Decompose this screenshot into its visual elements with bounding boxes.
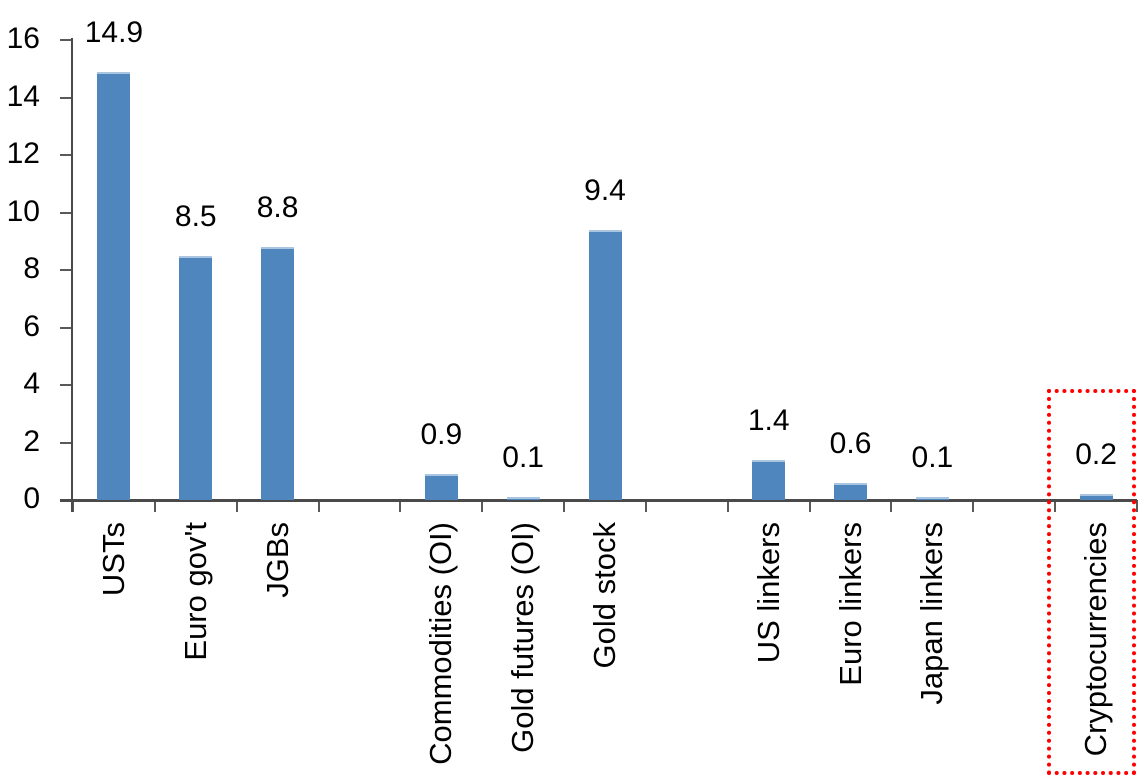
category-label: Euro linkers — [832, 522, 868, 686]
bar-value-label: 0.1 — [502, 441, 544, 474]
bar — [834, 483, 868, 500]
x-tick-mark — [644, 500, 647, 512]
highlight-box — [1047, 389, 1137, 775]
bar — [752, 460, 786, 500]
bar-value-label: 0.2 — [1075, 438, 1117, 471]
y-tick-label: 6 — [23, 309, 40, 343]
bar-value-label: 1.4 — [747, 404, 790, 437]
y-tick-mark — [60, 96, 73, 99]
bar-value-label: 8.5 — [174, 200, 217, 233]
x-tick-mark — [890, 500, 893, 512]
category-label: Euro gov't — [177, 522, 213, 661]
x-tick-mark — [153, 500, 156, 512]
bar-value-label: 14.9 — [84, 16, 144, 49]
category-label: JGBs — [259, 522, 295, 598]
category-label: Gold stock — [587, 522, 622, 669]
category-label: Japan linkers — [914, 522, 950, 705]
bar-value-label: 0.9 — [420, 418, 463, 451]
category-label: Commodities (OI) — [423, 522, 459, 765]
y-tick-mark — [60, 326, 73, 329]
y-tick-mark — [60, 39, 73, 41]
y-tick-label: 12 — [6, 137, 40, 170]
y-tick-label: 14 — [6, 79, 40, 113]
bar-value-label: 0.1 — [911, 441, 954, 474]
x-tick-mark — [972, 500, 975, 512]
y-tick-label: 0 — [23, 482, 40, 515]
bar-value-label: 8.8 — [256, 191, 299, 224]
x-axis-line — [60, 499, 1137, 502]
bar-value-label: 9.4 — [584, 174, 626, 207]
y-tick-mark — [60, 269, 73, 271]
bar — [261, 247, 295, 500]
y-axis-line — [71, 38, 73, 512]
category-label: USTs — [95, 522, 131, 597]
bar — [1079, 494, 1113, 500]
x-tick-mark — [481, 500, 484, 512]
bar-value-label: 0.6 — [829, 427, 872, 460]
bar — [506, 497, 540, 500]
category-label: Gold futures (OI) — [505, 522, 541, 753]
x-tick-mark — [1054, 500, 1057, 512]
x-tick-mark — [399, 500, 402, 512]
y-tick-mark — [60, 154, 73, 156]
x-tick-mark — [1136, 500, 1138, 512]
x-tick-mark — [563, 500, 566, 512]
y-tick-mark — [60, 211, 73, 214]
bar — [915, 497, 949, 500]
y-tick-label: 2 — [23, 424, 40, 458]
bar — [179, 256, 213, 500]
y-tick-mark — [60, 384, 73, 386]
bar — [588, 230, 622, 500]
y-tick-label: 16 — [6, 22, 40, 55]
x-tick-mark — [317, 500, 320, 512]
y-tick-mark — [60, 441, 73, 444]
x-tick-mark — [808, 500, 811, 512]
y-tick-label: 10 — [6, 194, 40, 228]
y-tick-label: 4 — [23, 367, 40, 400]
category-label: US linkers — [750, 522, 786, 664]
y-tick-label: 8 — [23, 252, 40, 285]
x-tick-mark — [235, 500, 238, 512]
bar — [97, 72, 131, 500]
bar — [424, 474, 458, 500]
x-tick-mark — [72, 500, 74, 512]
x-tick-mark — [726, 500, 729, 512]
